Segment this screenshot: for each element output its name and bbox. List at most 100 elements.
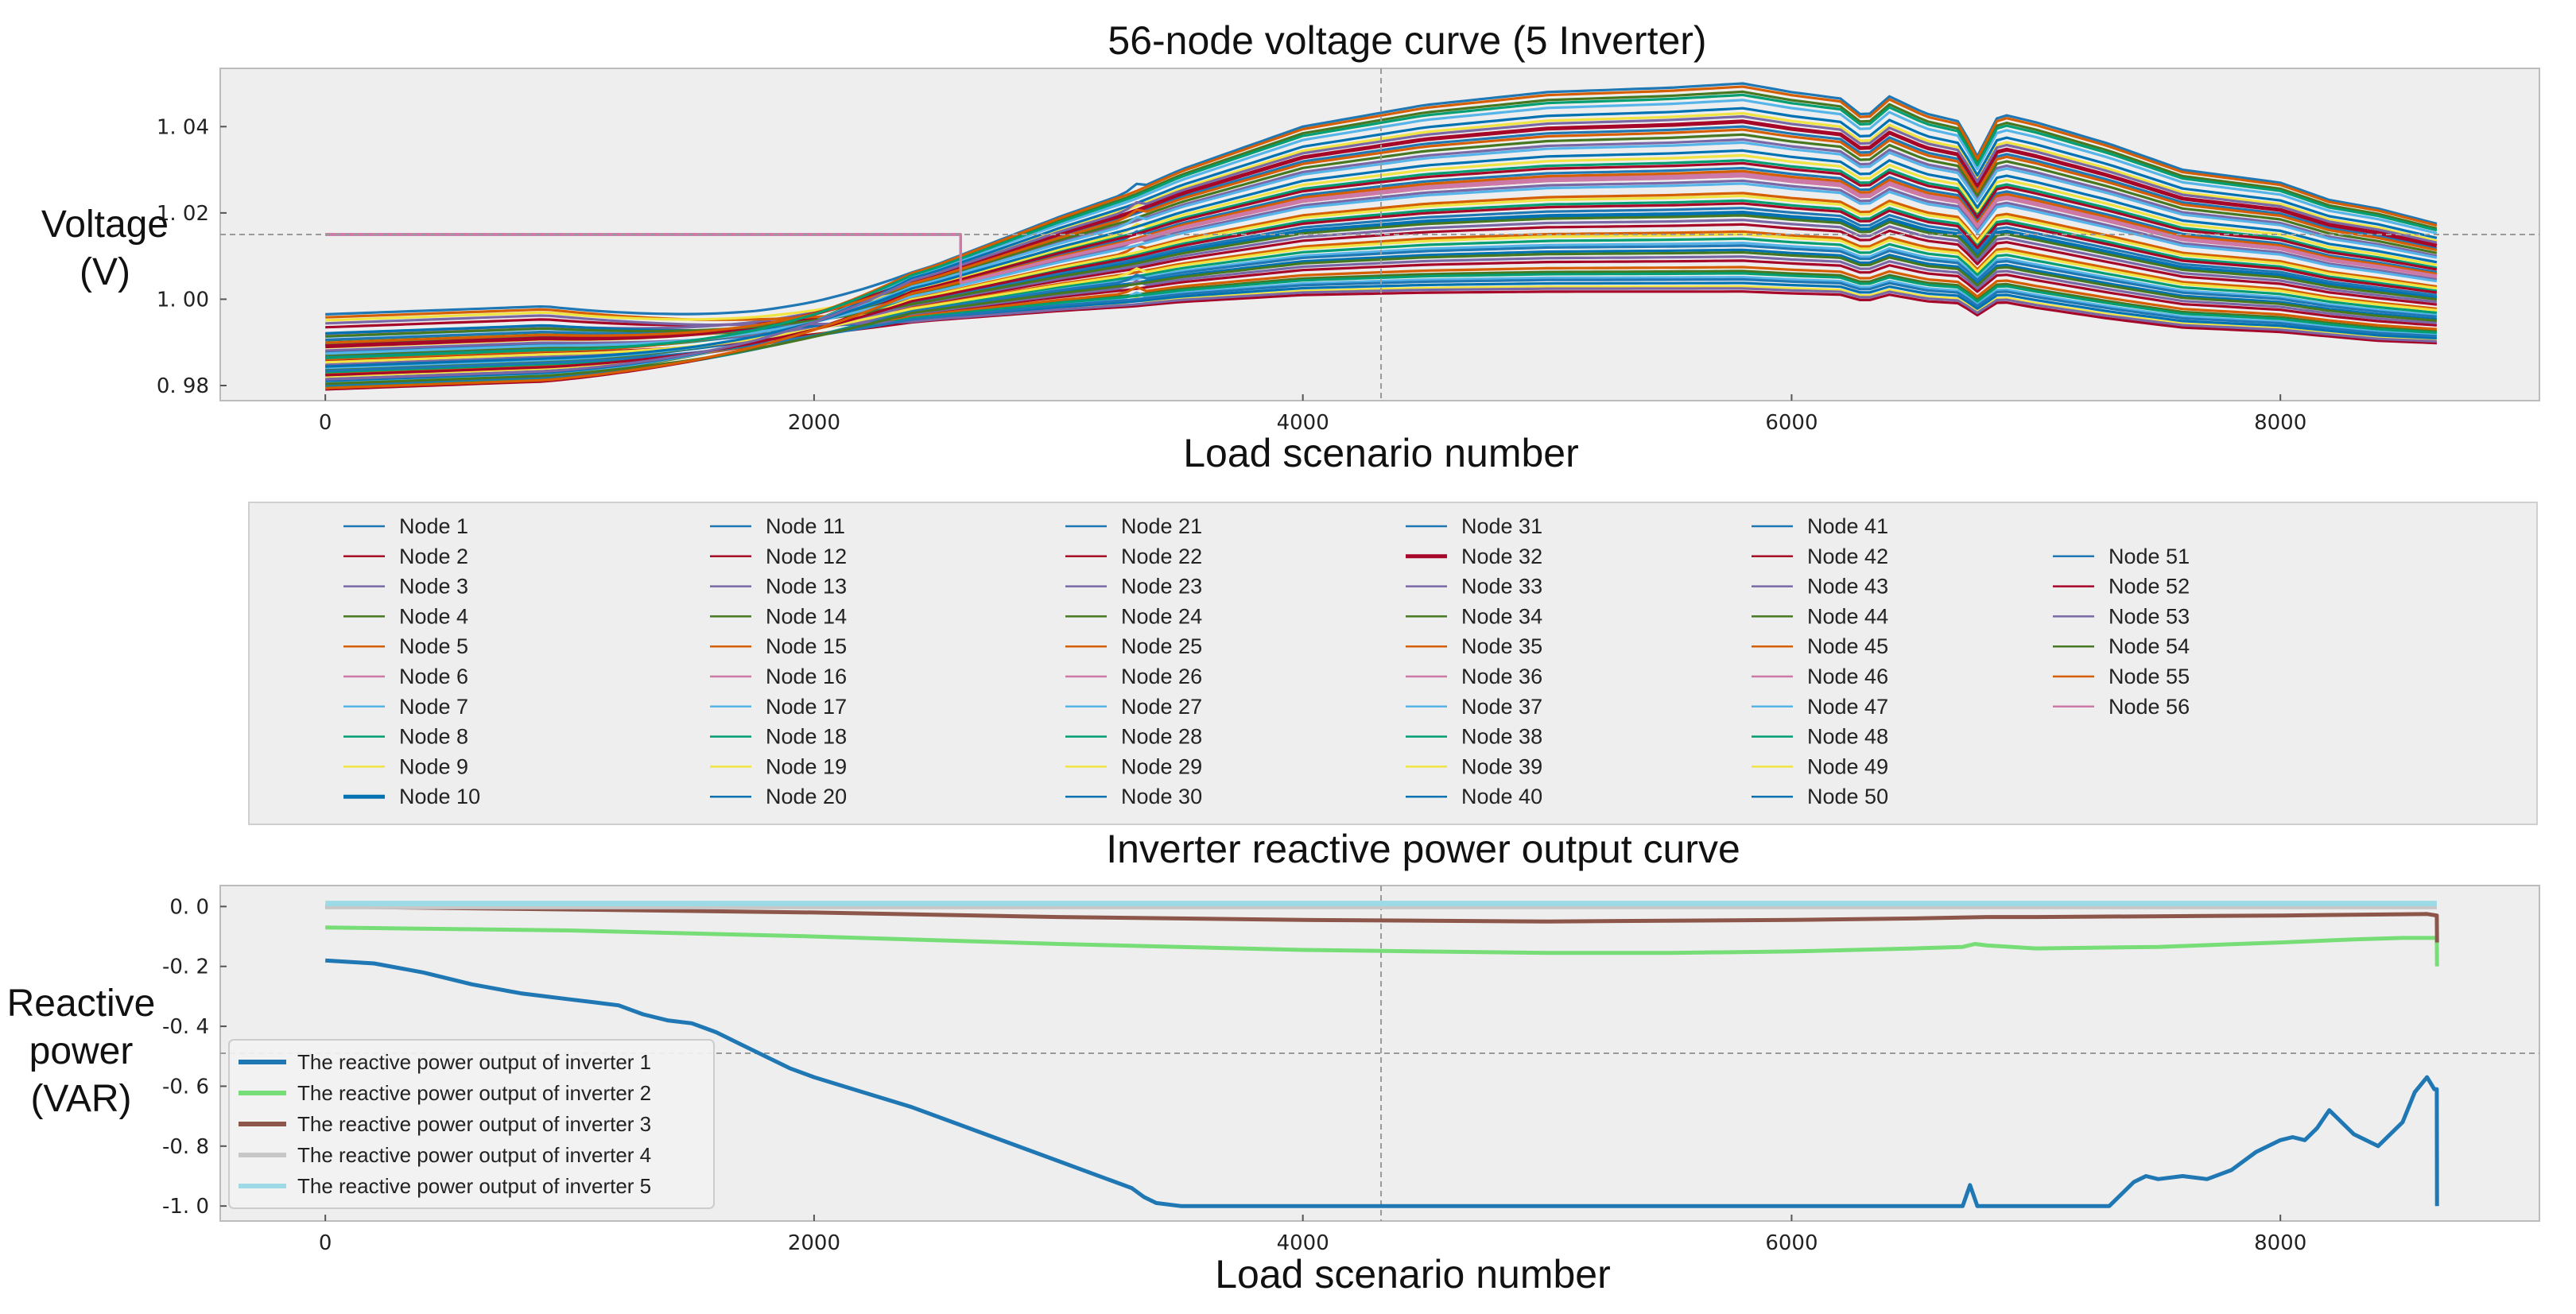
node-legend-label: Node 22 <box>1121 545 1202 568</box>
node-legend-label: Node 49 <box>1807 754 1888 778</box>
node-legend-label: Node 23 <box>1121 575 1202 599</box>
node-legend-frame <box>248 502 2538 825</box>
x-tick-label: 4000 <box>1277 1231 1329 1255</box>
y-tick-label: -0. 8 <box>162 1135 209 1159</box>
node-legend-label: Node 15 <box>766 634 847 658</box>
node-legend-label: Node 50 <box>1807 785 1888 808</box>
node-legend-label: Node 40 <box>1461 785 1542 808</box>
node-legend-label: Node 5 <box>399 634 468 658</box>
node-legend-label: Node 55 <box>2109 665 2190 688</box>
node-legend-label: Node 56 <box>2109 695 2190 719</box>
node-legend-label: Node 21 <box>1121 514 1202 538</box>
node-legend-label: Node 18 <box>766 725 847 749</box>
x-tick-label: 8000 <box>2254 411 2306 435</box>
node-legend-label: Node 33 <box>1461 575 1542 599</box>
reactive-legend-label: The reactive power output of inverter 2 <box>297 1081 651 1105</box>
reactive-y-axis-label: Reactive power (VAR) <box>7 983 156 1120</box>
node-36-line <box>325 175 2438 285</box>
reactive-series-lines <box>325 901 2439 1208</box>
node-legend: Node 1 Node 2 Node 3 Node 4 Node 5 Node 6 Node… <box>248 502 2538 825</box>
node-legend-label: Node 36 <box>1461 665 1542 688</box>
x-tick-label: 8000 <box>2254 1231 2306 1255</box>
node-legend-label: Node 28 <box>1121 725 1202 749</box>
reactive-chart-title: Inverter reactive power output curve <box>1106 827 1740 871</box>
y-tick-label: 1. 04 <box>157 115 209 139</box>
node-3-line <box>325 138 2438 335</box>
reactive-ticks: 0 2000 4000 6000 8000 0. 0 -0. 2 -0. 4 -0. 6 -0. … <box>162 895 2306 1255</box>
node-legend-label: Node 46 <box>1807 665 1888 688</box>
x-tick-label: 6000 <box>1765 1231 1818 1255</box>
node-legend-label: Node 39 <box>1461 754 1542 778</box>
node-legend-label: Node 37 <box>1461 695 1542 719</box>
node-legend-label: Node 34 <box>1461 604 1542 628</box>
node-legend-label: Node 43 <box>1807 575 1888 599</box>
y-tick-label: -0. 2 <box>162 955 209 979</box>
node-legend-label: Node 11 <box>766 514 845 538</box>
x-tick-label: 4000 <box>1277 411 1329 435</box>
node-legend-label: Node 7 <box>399 695 468 719</box>
node-legend-label: Node 20 <box>766 785 847 808</box>
node-48-line <box>325 93 2438 359</box>
node-legend-label: Node 29 <box>1121 754 1202 778</box>
voltage-ticks: 0 2000 4000 6000 8000 0. 98 1. 00 1. 02 1. 04 <box>157 115 2306 435</box>
y-tick-label: -1. 0 <box>162 1195 209 1219</box>
voltage-y-axis-label: Voltage (V) <box>41 203 169 293</box>
x-tick-label: 0 <box>319 1231 332 1255</box>
reactive-legend-label: The reactive power output of inverter 4 <box>297 1143 651 1167</box>
node-legend-label: Node 41 <box>1807 514 1888 538</box>
voltage-chart-title: 56-node voltage curve (5 Inverter) <box>1108 18 1706 63</box>
y-tick-label: 0. 0 <box>169 895 209 919</box>
node-legend-label: Node 30 <box>1121 785 1202 808</box>
node-legend-label: Node 16 <box>766 665 847 688</box>
node-legend-label: Node 10 <box>399 785 480 808</box>
node-legend-label: Node 8 <box>399 725 468 749</box>
node-legend-label: Node 17 <box>766 695 847 719</box>
y-tick-label: -0. 4 <box>162 1015 209 1039</box>
node-legend-label: Node 27 <box>1121 695 1202 719</box>
inverter-2-line <box>325 925 2439 967</box>
node-legend-label: Node 24 <box>1121 604 1202 628</box>
node-legend-label: Node 2 <box>399 545 468 568</box>
node-legend-label: Node 47 <box>1807 695 1888 719</box>
node-legend-label: Node 6 <box>399 665 468 688</box>
node-legend-label: Node 44 <box>1807 604 1888 628</box>
x-tick-label: 2000 <box>788 1231 840 1255</box>
node-legend-label: Node 26 <box>1121 665 1202 688</box>
node-legend-label: Node 54 <box>2109 634 2190 658</box>
node-legend-label: Node 48 <box>1807 725 1888 749</box>
node-legend-label: Node 31 <box>1461 514 1542 538</box>
reactive-legend: The reactive power output of inverter 1 T… <box>228 1039 715 1209</box>
inverter-1-line <box>325 958 2439 1208</box>
reactive-legend-label: The reactive power output of inverter 1 <box>297 1050 651 1074</box>
node-legend-label: Node 53 <box>2109 604 2190 628</box>
node-legend-label: Node 35 <box>1461 634 1542 658</box>
voltage-chart: 56-node voltage curve (5 Inverter) 0 2000… <box>41 18 2540 475</box>
x-tick-label: 6000 <box>1765 411 1818 435</box>
x-tick-label: 2000 <box>788 411 840 435</box>
node-44-line <box>325 214 2438 338</box>
node-legend-label: Node 4 <box>399 604 468 628</box>
node-legend-label: Node 19 <box>766 754 847 778</box>
node-legend-label: Node 32 <box>1461 545 1542 568</box>
reactive-x-axis-label: Load scenario number <box>1215 1252 1611 1297</box>
node-legend-label: Node 13 <box>766 575 847 599</box>
node-53-line <box>325 114 2438 381</box>
node-50-line <box>325 149 2438 368</box>
node-45-line <box>325 128 2438 344</box>
node-55-line <box>325 169 2438 390</box>
node-legend-label: Node 42 <box>1807 545 1888 568</box>
node-legend-label: Node 1 <box>399 514 468 538</box>
voltage-x-axis-label: Load scenario number <box>1183 431 1579 475</box>
node-legend-label: Node 51 <box>2109 545 2190 568</box>
reactive-legend-label: The reactive power output of inverter 3 <box>297 1112 651 1136</box>
node-legend-label: Node 45 <box>1807 634 1888 658</box>
node-56-line <box>325 172 2438 285</box>
node-legend-label: Node 3 <box>399 575 468 599</box>
y-tick-label: -0. 6 <box>162 1075 209 1099</box>
node-legend-label: Node 12 <box>766 545 847 568</box>
node-legend-label: Node 14 <box>766 604 847 628</box>
voltage-crosshair <box>220 68 2539 401</box>
y-tick-label: 0. 98 <box>157 374 209 398</box>
reactive-chart: Inverter reactive power output curve 0 20… <box>7 827 2540 1297</box>
